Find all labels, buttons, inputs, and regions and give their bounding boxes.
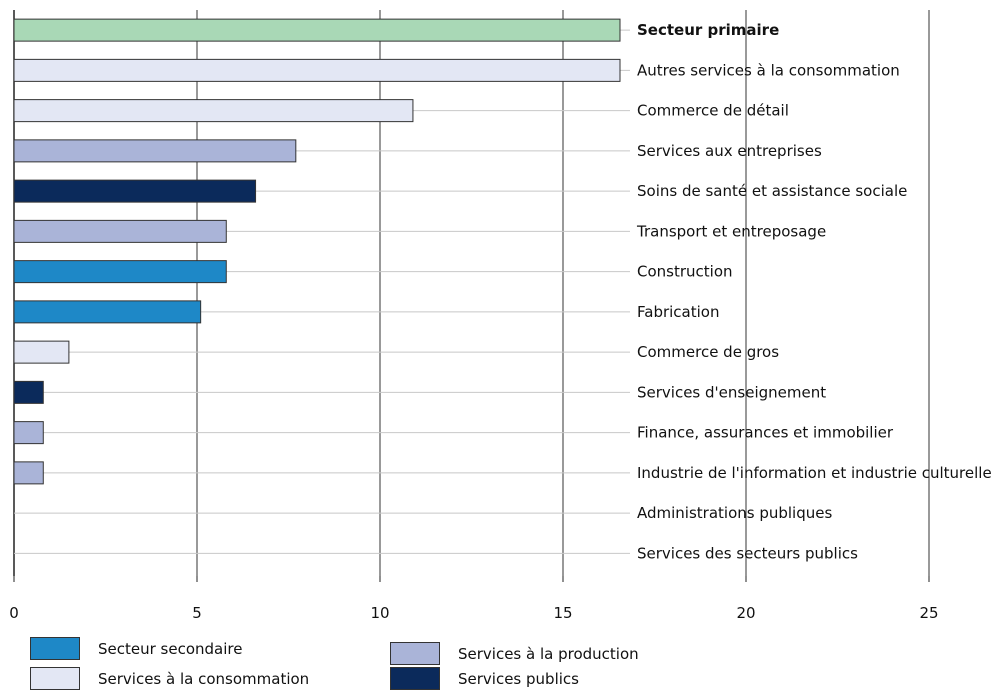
category-label: Fabrication (637, 303, 719, 321)
tick-label: 20 (736, 604, 755, 622)
category-label: Construction (637, 263, 733, 281)
bar (13, 300, 202, 324)
category-label: Services aux entreprises (637, 142, 822, 160)
bar (13, 139, 297, 163)
category-label: Secteur primaire (637, 21, 779, 39)
category-labels: Secteur primaire Autres services à la con… (636, 21, 992, 562)
tick-label: 0 (9, 604, 19, 622)
bars (13, 18, 621, 485)
tick-label: 5 (192, 604, 202, 622)
category-label: Finance, assurances et immobilier (637, 424, 894, 442)
bar (13, 461, 44, 485)
bar (13, 340, 70, 364)
category-label: Services des secteurs publics (637, 544, 858, 562)
tick-label: 10 (370, 604, 389, 622)
bar (13, 380, 44, 404)
category-label: Soins de santé et assistance sociale (637, 182, 907, 200)
category-label: Commerce de détail (637, 102, 789, 120)
tick-label: 15 (553, 604, 572, 622)
bar (13, 58, 621, 82)
bar (13, 99, 414, 123)
grid-lines (13, 10, 930, 576)
x-axis: 051015202530 % (9, 576, 939, 622)
bar (13, 179, 257, 203)
bar (13, 18, 621, 42)
tick-label: 25 (919, 604, 938, 622)
category-label: Administrations publiques (637, 504, 832, 522)
category-label: Industrie de l'information et industrie … (637, 464, 992, 482)
category-label: Transport et entreposage (636, 222, 826, 240)
category-label: Services d'enseignement (637, 383, 826, 401)
category-label: Commerce de gros (637, 343, 779, 361)
bar (13, 421, 44, 445)
bar (13, 260, 227, 284)
category-label: Autres services à la consommation (637, 61, 900, 79)
bar (13, 219, 227, 243)
